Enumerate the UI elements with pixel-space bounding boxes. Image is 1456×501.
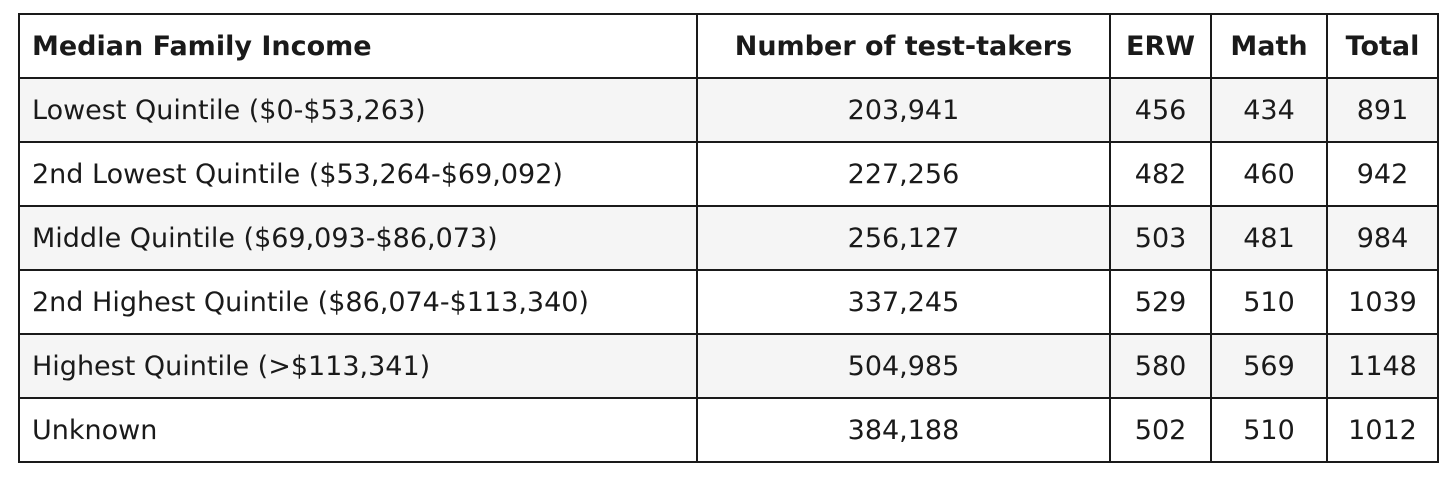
table-cell: 456: [1109, 77, 1213, 143]
table-cell: 460: [1210, 141, 1328, 207]
header-cell: Math: [1210, 13, 1328, 79]
table-row: 2nd Lowest Quintile ($53,264-$69,092) 227…: [18, 141, 1439, 207]
row-label: Highest Quintile (>$113,341): [18, 333, 698, 399]
header-cell: ERW: [1109, 13, 1213, 79]
row-label: Lowest Quintile ($0-$53,263): [18, 77, 698, 143]
table-cell: 984: [1326, 205, 1439, 271]
table-cell: 203,941: [695, 77, 1112, 143]
row-label: 2nd Highest Quintile ($86,074-$113,340): [18, 269, 698, 335]
row-label: Middle Quintile ($69,093-$86,073): [18, 205, 698, 271]
income-table: Median Family Income Number of test-taker…: [18, 13, 1439, 463]
table-cell: 256,127: [695, 205, 1112, 271]
table-cell: 891: [1326, 77, 1439, 143]
table-cell: 942: [1326, 141, 1439, 207]
table-cell: 337,245: [695, 269, 1112, 335]
table-row: 2nd Highest Quintile ($86,074-$113,340) 3…: [18, 269, 1439, 335]
table-cell: 569: [1210, 333, 1328, 399]
table-cell: 502: [1109, 397, 1213, 463]
table-body: Lowest Quintile ($0-$53,263) 203,941 456 43…: [18, 77, 1439, 463]
table-row: Middle Quintile ($69,093-$86,073) 256,127…: [18, 205, 1439, 271]
table-cell: 503: [1109, 205, 1213, 271]
row-label: Unknown: [18, 397, 698, 463]
table-cell: 227,256: [695, 141, 1112, 207]
table-row: Lowest Quintile ($0-$53,263) 203,941 456 43…: [18, 77, 1439, 143]
table-cell: 481: [1210, 205, 1328, 271]
table-cell: 1148: [1326, 333, 1439, 399]
header-cell: Total: [1326, 13, 1439, 79]
table-cell: 434: [1210, 77, 1328, 143]
table-cell: 1039: [1326, 269, 1439, 335]
table-row: Unknown 384,188 502 510 1012: [18, 397, 1439, 463]
row-label: 2nd Lowest Quintile ($53,264-$69,092): [18, 141, 698, 207]
header-row: Median Family Income Number of test-taker…: [18, 13, 1439, 79]
table-cell: 482: [1109, 141, 1213, 207]
table-cell: 504,985: [695, 333, 1112, 399]
header-cell: Median Family Income: [18, 13, 698, 79]
table-cell: 1012: [1326, 397, 1439, 463]
table-row: Highest Quintile (>$113,341) 504,985 580 56…: [18, 333, 1439, 399]
table-cell: 580: [1109, 333, 1213, 399]
header-cell: Number of test-takers: [695, 13, 1112, 79]
table-cell: 384,188: [695, 397, 1112, 463]
table-cell: 510: [1210, 269, 1328, 335]
table-cell: 529: [1109, 269, 1213, 335]
table-cell: 510: [1210, 397, 1328, 463]
